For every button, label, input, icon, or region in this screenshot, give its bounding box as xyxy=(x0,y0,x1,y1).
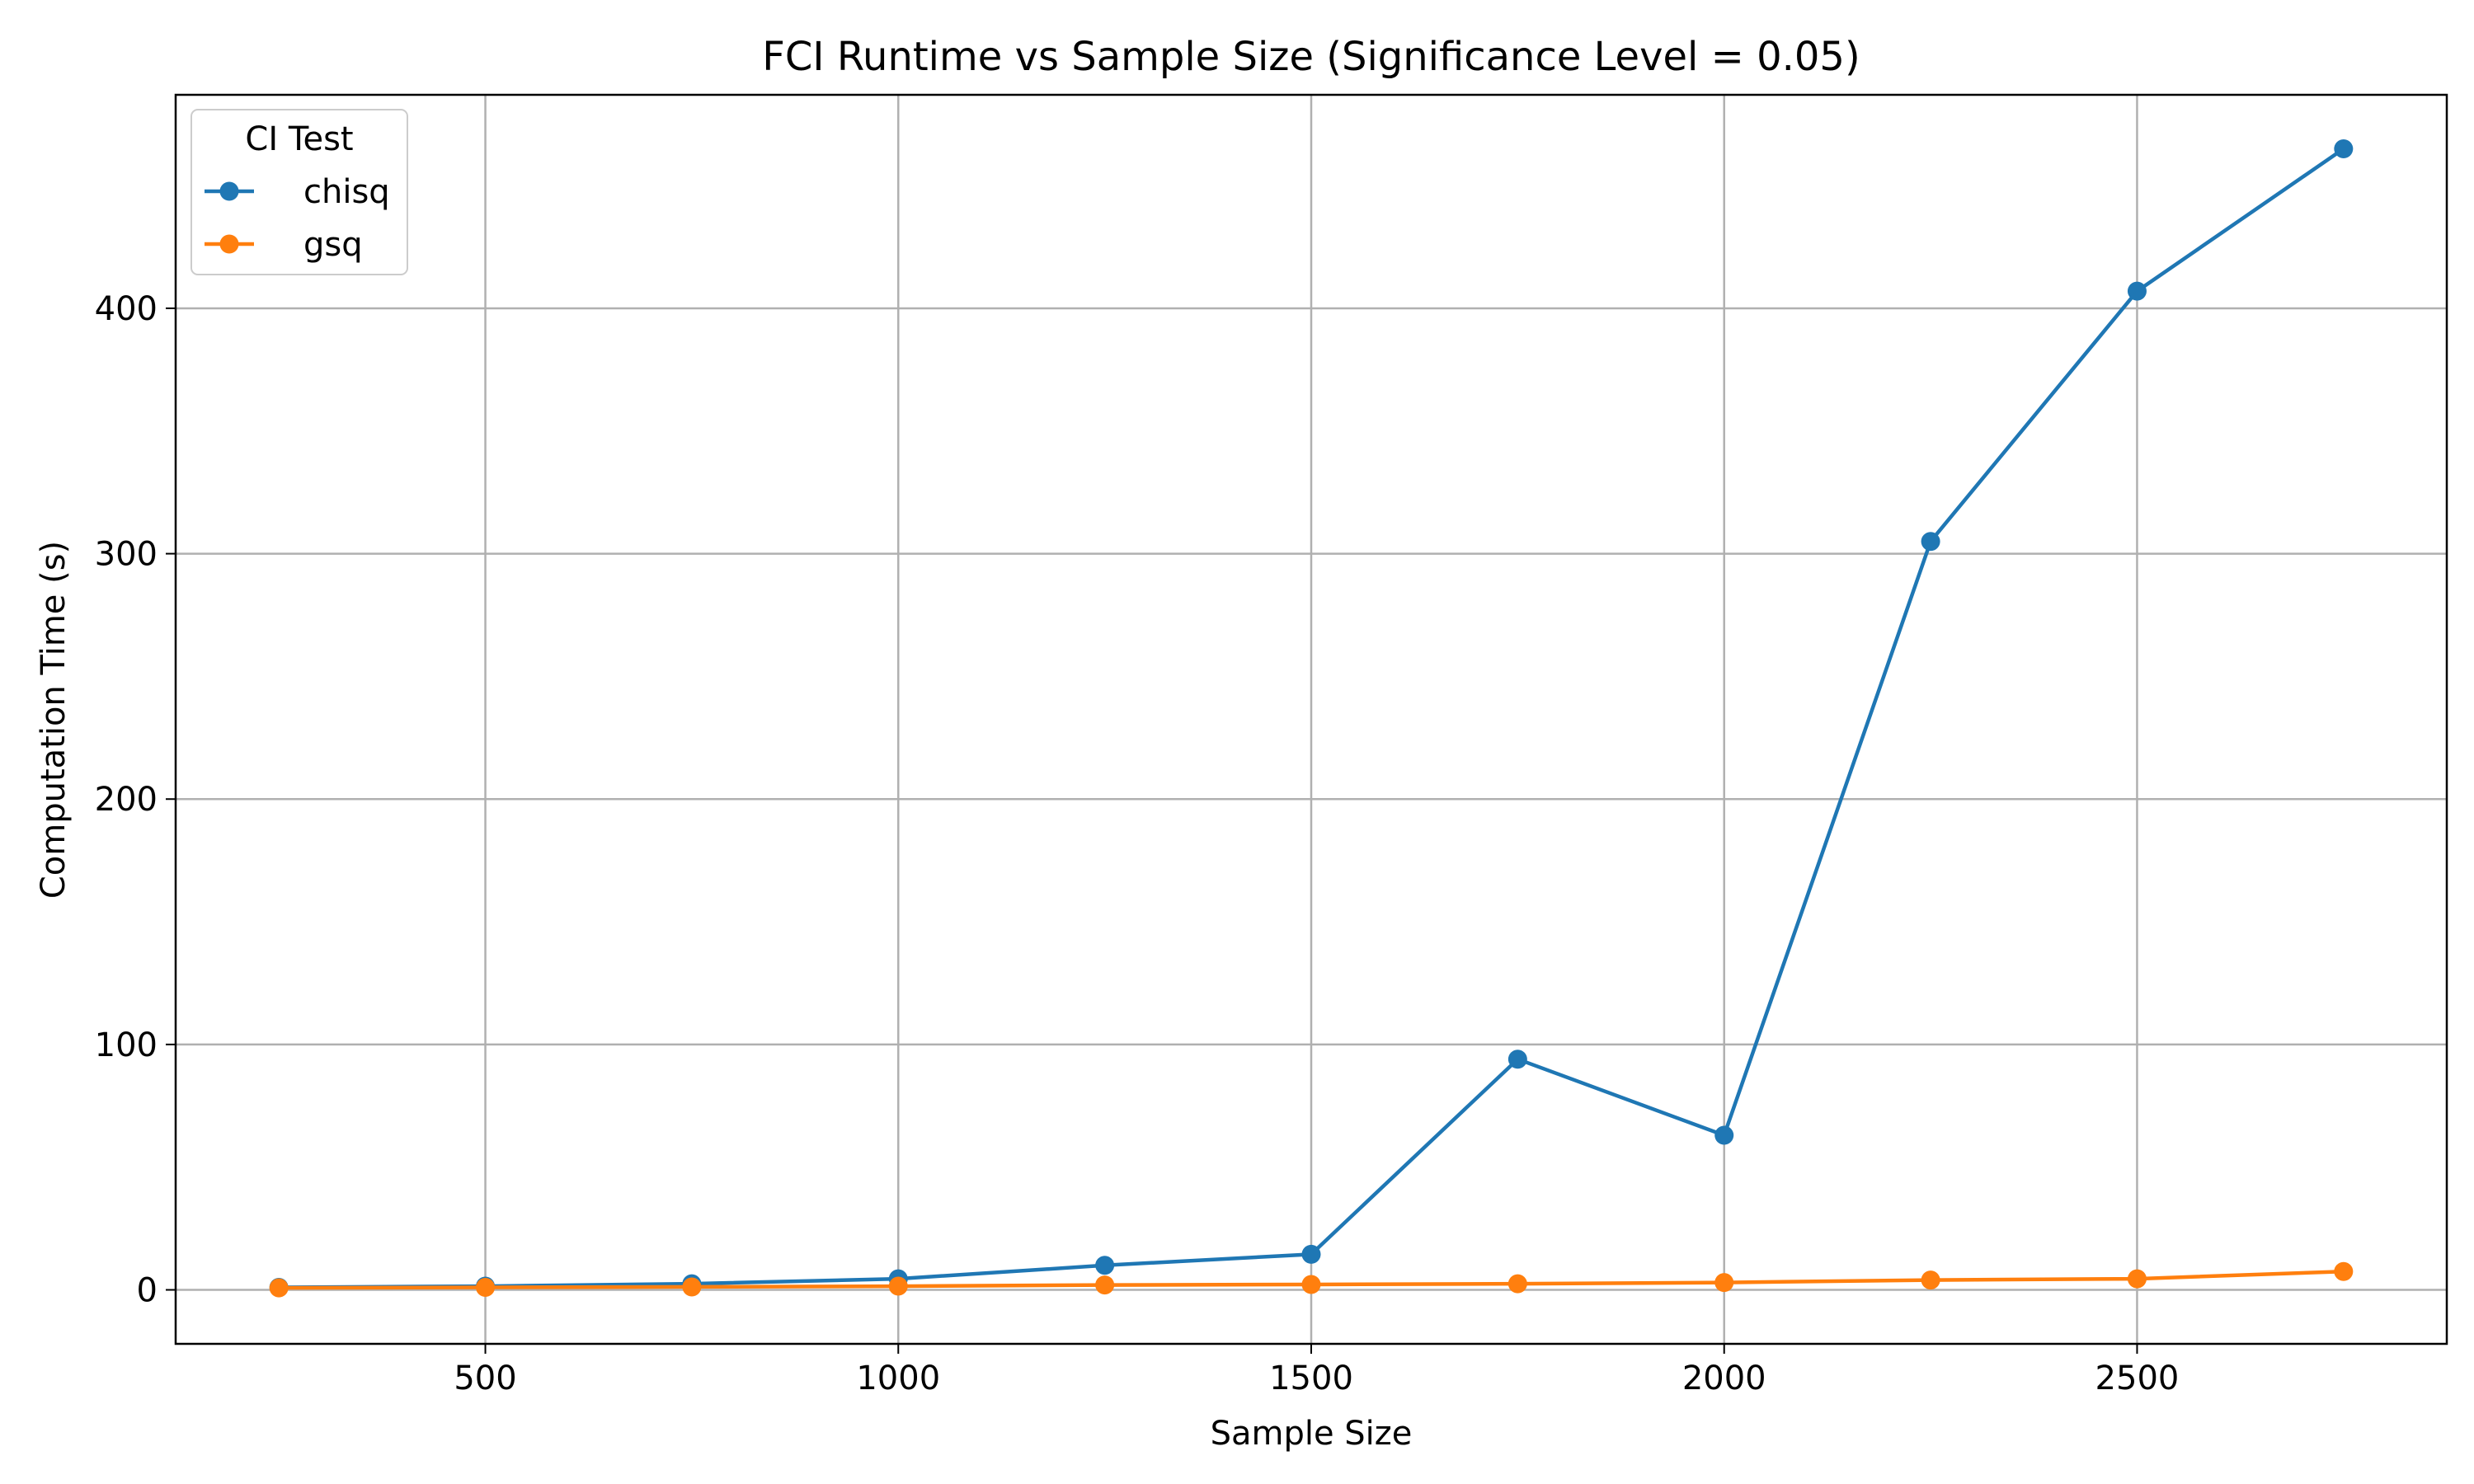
data-point-gsq xyxy=(1507,1274,1527,1294)
x-tick-label: 1500 xyxy=(1269,1360,1353,1397)
data-point-chisq xyxy=(2127,281,2147,301)
data-point-chisq xyxy=(1507,1050,1527,1069)
y-tick-label: 400 xyxy=(95,290,158,328)
x-tick-label: 2000 xyxy=(1682,1360,1766,1397)
data-point-gsq xyxy=(1095,1275,1115,1295)
legend: CI Test chisq gsq xyxy=(190,109,408,275)
x-tick-label: 1000 xyxy=(856,1360,940,1397)
y-tick-label: 0 xyxy=(137,1272,158,1310)
data-point-gsq xyxy=(1921,1270,1940,1290)
data-point-chisq xyxy=(2334,139,2354,158)
legend-entries: chisq gsq xyxy=(205,173,390,264)
data-point-chisq xyxy=(1714,1125,1734,1145)
data-point-gsq xyxy=(476,1278,496,1298)
legend-marker-gsq xyxy=(219,234,239,254)
data-point-chisq xyxy=(1301,1244,1321,1264)
x-tick-label: 2500 xyxy=(2095,1360,2180,1397)
y-tick-label: 100 xyxy=(95,1026,158,1064)
axis-ticks: 500 1000 1500 2000 2500 0 100 200 300 400 xyxy=(95,290,2180,1397)
legend-label-gsq: gsq xyxy=(303,226,363,264)
x-axis-label: Sample Size xyxy=(1211,1415,1413,1453)
data-point-gsq xyxy=(2334,1261,2354,1281)
data-point-gsq xyxy=(269,1278,289,1298)
y-tick-label: 200 xyxy=(95,781,158,819)
data-point-chisq xyxy=(1921,532,1940,552)
series-layer xyxy=(269,139,2354,1298)
data-point-gsq xyxy=(1714,1273,1734,1293)
legend-label-chisq: chisq xyxy=(303,173,390,211)
chart-title: FCI Runtime vs Sample Size (Significance… xyxy=(762,34,1860,80)
legend-title: CI Test xyxy=(245,120,353,158)
y-axis-label: Computation Time (s) xyxy=(35,541,73,899)
data-point-gsq xyxy=(1301,1275,1321,1294)
data-point-chisq xyxy=(1095,1256,1115,1275)
x-tick-label: 500 xyxy=(454,1360,516,1397)
legend-box xyxy=(190,109,408,275)
data-point-gsq xyxy=(682,1277,702,1297)
data-point-gsq xyxy=(888,1276,908,1296)
y-tick-label: 300 xyxy=(95,536,158,574)
data-point-gsq xyxy=(2127,1269,2147,1289)
legend-marker-chisq xyxy=(219,181,239,201)
